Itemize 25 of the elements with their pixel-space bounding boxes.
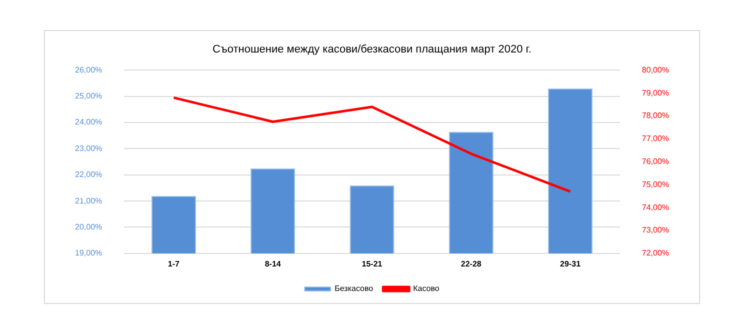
legend-label: Безкасово — [334, 284, 374, 294]
y2-tick-label: 75,00% — [642, 180, 670, 189]
y-tick-label: 21,00% — [74, 196, 102, 206]
x-tick-label: 29-31 — [560, 259, 582, 268]
x-tick-label: 22-28 — [460, 259, 482, 268]
y-tick-label: 20,00% — [74, 222, 102, 232]
y2-tick-label: 74,00% — [642, 202, 670, 212]
y2-tick-label: 72,00% — [642, 248, 670, 258]
y2-tick-label: 76,00% — [642, 157, 670, 166]
y-tick-label: 22,00% — [74, 170, 102, 180]
y2-tick-label: 77,00% — [642, 134, 670, 144]
x-tick-label: 8-14 — [264, 259, 282, 268]
legend-label: Касово — [413, 284, 440, 294]
x-tick-label: 1-7 — [168, 259, 180, 268]
x-tick-label: 15-21 — [362, 259, 383, 268]
y2-tick-label: 78,00% — [642, 111, 670, 120]
y-tick-label: 19,00% — [74, 248, 102, 258]
y2-tick-label: 80,00% — [642, 65, 670, 74]
y2-tick-label: 73,00% — [642, 226, 670, 235]
y2-tick-label: 79,00% — [642, 88, 670, 98]
y-tick-label: 26,00% — [74, 65, 102, 74]
chart-title: Съотношение между касови/безкасови плащания март 2020 г. — [212, 44, 532, 56]
y-tick-label: 25,00% — [74, 92, 102, 101]
y-tick-label: 24,00% — [74, 118, 102, 127]
y-tick-label: 23,00% — [74, 144, 102, 153]
